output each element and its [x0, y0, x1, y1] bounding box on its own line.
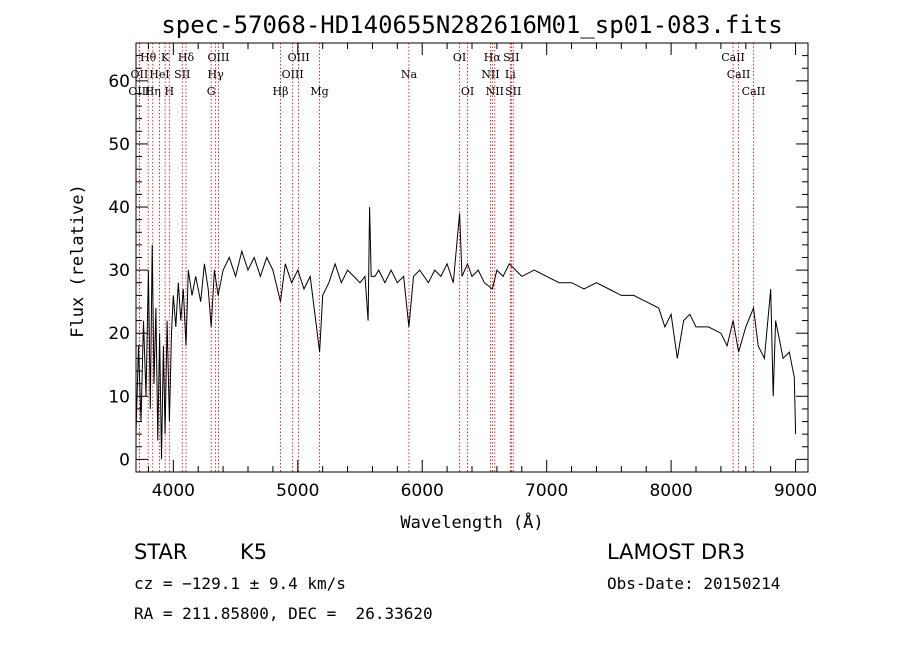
y-tick-label-6: 60: [108, 72, 130, 92]
line-label-24: OI: [461, 85, 474, 98]
spectrum-line: [135, 206, 797, 460]
x-tick-label-4: 8000: [649, 481, 692, 501]
line-label-25: NII: [486, 85, 504, 98]
line-label-13: OIII: [282, 68, 304, 81]
line-label-15: NII: [481, 68, 499, 81]
y-tick-label-2: 20: [108, 324, 130, 344]
line-label-2: Hδ: [178, 51, 195, 64]
survey-name: LAMOST DR3: [607, 540, 746, 564]
line-label-0: Hθ: [140, 51, 157, 64]
line-label-21: G: [207, 85, 216, 98]
y-tick-label-0: 0: [119, 450, 130, 470]
line-label-4: OIII: [288, 51, 310, 64]
y-tick-label-3: 30: [108, 261, 130, 281]
y-tick-label-4: 40: [108, 198, 130, 218]
x-axis-label: Wavelength (Å): [400, 511, 543, 533]
x-tick-label-3: 7000: [525, 481, 568, 501]
y-tick-label-1: 10: [108, 387, 130, 407]
line-label-26: SII: [505, 85, 521, 98]
line-label-20: H: [165, 85, 175, 98]
object-class: STAR: [134, 540, 188, 564]
axis-ticks: 4000 5000 6000 7000 8000 9000 0 10 20 30 40 50 60: [108, 43, 817, 501]
line-label-22: Hβ: [273, 85, 289, 98]
line-label-10: HeI: [149, 68, 169, 81]
line-label-12: Hγ: [208, 68, 225, 81]
line-label-7: SII: [503, 51, 519, 64]
line-label-16: Li: [505, 68, 516, 81]
ra-dec-coordinates: RA = 211.85800, DEC = 26.33620: [134, 604, 433, 623]
line-label-18: OIII: [128, 85, 150, 98]
line-label-14: Na: [401, 68, 418, 81]
y-axis-label: Flux (relative): [68, 184, 88, 338]
plot-frame: [135, 42, 809, 473]
x-tick-label-5: 9000: [774, 481, 817, 501]
line-label-5: OI: [453, 51, 466, 64]
x-tick-label-0: 4000: [152, 481, 195, 501]
chart-title: spec-57068-HD140655N282616M01_sp01-083.f…: [161, 11, 782, 39]
line-label-23: Mg: [310, 85, 328, 98]
x-tick-label-2: 6000: [401, 481, 444, 501]
object-subclass: K5: [240, 540, 268, 564]
line-label-6: Hα: [484, 51, 502, 64]
line-label-19: Hη: [145, 85, 161, 98]
line-label-27: CaII: [742, 85, 766, 98]
observation-date: Obs-Date: 20150214: [607, 574, 781, 593]
line-label-8: CaII: [721, 51, 745, 64]
line-label-17: CaII: [727, 68, 751, 81]
line-label-11: SII: [174, 68, 190, 81]
x-tick-label-1: 5000: [276, 481, 319, 501]
line-label-1: K: [161, 51, 170, 64]
line-label-3: OIII: [207, 51, 229, 64]
redshift-velocity: cz = −129.1 ± 9.4 km/s: [134, 574, 346, 593]
y-tick-label-5: 50: [108, 135, 130, 155]
